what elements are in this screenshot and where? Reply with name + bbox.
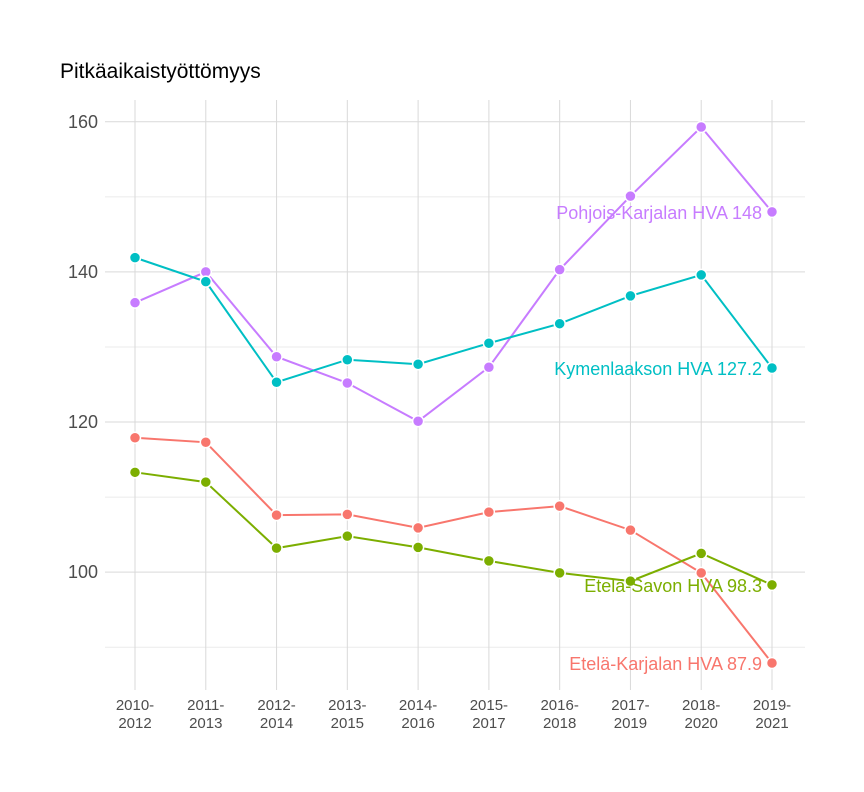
data-point	[128, 251, 142, 264]
y-tick-label: 120	[68, 412, 98, 432]
data-point	[765, 205, 779, 219]
x-tick-label: 2018-2020	[682, 697, 720, 732]
x-tick-label: 2017-2019	[611, 697, 649, 732]
chart-title: Pitkäaikaistyöttömyys	[60, 60, 261, 83]
data-point	[128, 466, 142, 479]
data-point	[270, 375, 283, 389]
series-end-label: Pohjois-Karjalan HVA 148	[556, 203, 762, 223]
data-point	[128, 431, 142, 445]
data-point	[553, 317, 566, 330]
series-line	[134, 256, 773, 384]
data-point	[199, 275, 213, 288]
x-tick-label: 2015-2017	[470, 697, 508, 732]
data-point	[694, 547, 708, 560]
y-tick-label: 140	[68, 262, 98, 282]
data-point	[128, 296, 142, 309]
series-line	[134, 471, 773, 586]
data-point	[765, 656, 779, 670]
data-point	[411, 541, 425, 554]
data-point	[553, 566, 566, 580]
data-point	[341, 376, 354, 390]
series-line	[134, 125, 773, 423]
data-point	[270, 541, 283, 555]
x-tick-label: 2014-2016	[399, 697, 437, 732]
x-tick-label: 2012-2014	[257, 697, 295, 732]
series-etel-savon-hva: Etelä-Savon HVA 98.3	[128, 466, 779, 596]
data-point	[199, 436, 213, 449]
data-point	[553, 263, 566, 276]
data-point	[694, 566, 708, 580]
series-kymenlaakson-hva: Kymenlaakson HVA 127.2	[128, 251, 779, 389]
x-tick-label: 2010-2012	[116, 697, 154, 732]
data-point	[694, 268, 708, 282]
series-end-label: Kymenlaakson HVA 127.2	[554, 359, 762, 379]
x-tick-label: 2013-2015	[328, 697, 366, 732]
data-point	[341, 529, 354, 543]
data-point	[341, 508, 354, 521]
data-point	[411, 415, 425, 428]
series-pohjois-karjalan-hva: Pohjois-Karjalan HVA 148	[128, 120, 779, 428]
data-point	[341, 353, 354, 366]
series-line	[134, 436, 773, 664]
data-point	[411, 357, 425, 371]
series-end-label: Etelä-Karjalan HVA 87.9	[569, 654, 762, 674]
data-point	[624, 189, 637, 203]
data-point	[482, 554, 496, 568]
data-point	[482, 505, 496, 519]
data-point	[553, 499, 566, 513]
data-point	[482, 360, 496, 374]
data-point	[482, 336, 496, 350]
data-point	[624, 523, 637, 537]
x-tick-label: 2016-2018	[540, 697, 578, 732]
data-point	[270, 508, 283, 522]
y-tick-label: 100	[68, 562, 98, 582]
x-tick-label: 2019-2021	[753, 697, 791, 732]
data-point	[624, 574, 637, 588]
data-point	[411, 521, 425, 535]
data-point	[624, 289, 637, 303]
data-point	[270, 350, 283, 363]
data-point	[199, 475, 213, 489]
data-point	[765, 361, 779, 375]
data-point	[765, 578, 779, 592]
x-tick-label: 2011-2013	[187, 697, 224, 732]
series-etel-karjalan-hva: Etelä-Karjalan HVA 87.9	[128, 431, 779, 674]
data-point	[694, 120, 708, 134]
series-end-label: Etelä-Savon HVA 98.3	[584, 576, 762, 596]
y-tick-label: 160	[68, 112, 98, 132]
